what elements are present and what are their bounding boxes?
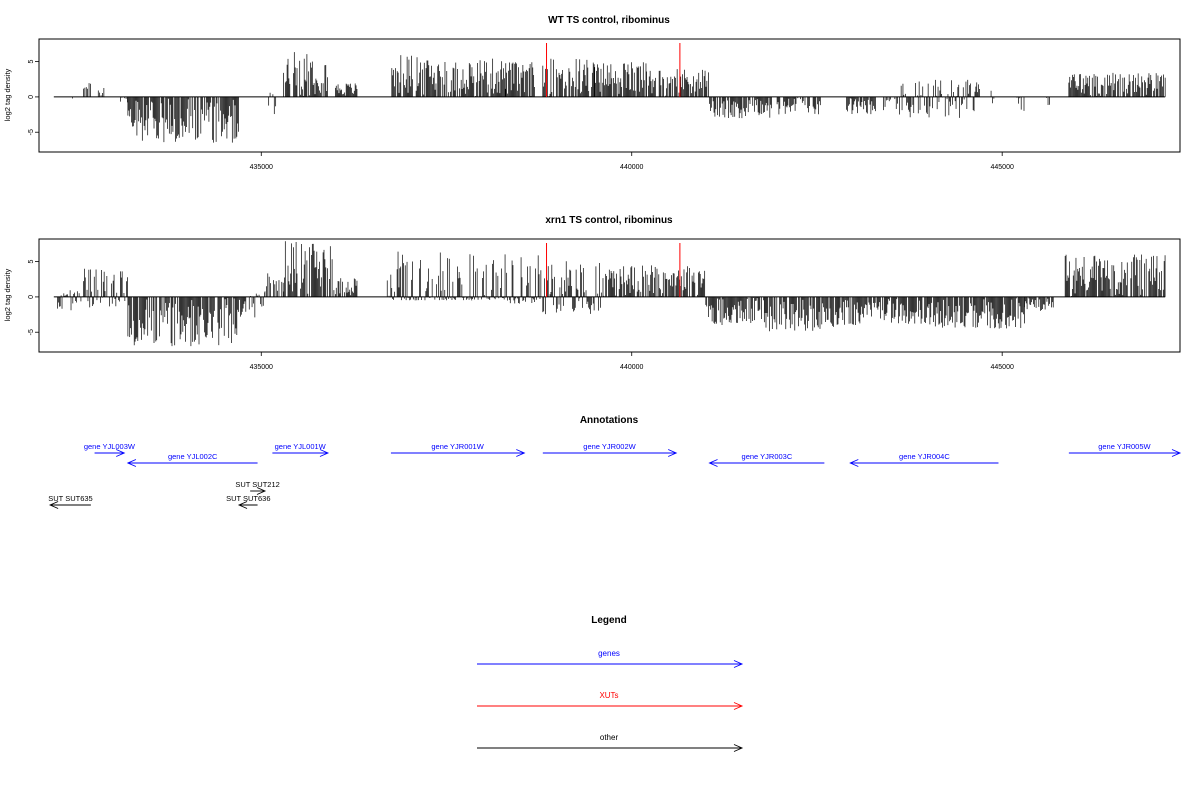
annotation-feature: gene YJL001W xyxy=(272,442,330,457)
annotation-label: SUT SUT212 xyxy=(235,480,279,489)
x-tick-label: 440000 xyxy=(620,164,643,171)
arrow-head xyxy=(126,459,137,467)
x-tick-label: 445000 xyxy=(991,364,1014,371)
arrow-head xyxy=(116,449,126,457)
annotation-feature: SUT SUT635 xyxy=(48,494,93,509)
y-axis-label: log2 tag density xyxy=(3,68,12,121)
y-tick-label: 0 xyxy=(28,95,35,99)
arrow-head xyxy=(708,459,718,467)
legend-item: XUTs xyxy=(477,691,744,710)
panel-title: xrn1 TS control, ribominus xyxy=(545,215,673,226)
annotation-label: gene YJR005W xyxy=(1098,442,1151,451)
legend-label: genes xyxy=(598,649,620,658)
y-tick-label: -5 xyxy=(28,129,35,135)
legend-label: XUTs xyxy=(599,691,618,700)
annotation-feature: gene YJR003C xyxy=(708,452,825,467)
annotation-feature: SUT SUT636 xyxy=(226,494,271,509)
y-tick-label: 5 xyxy=(28,260,35,264)
wt-density-panel: WT TS control, ribominus log2 tag densit… xyxy=(3,15,1181,171)
arrow-head xyxy=(48,501,59,509)
y-axis-label: log2 tag density xyxy=(3,268,12,321)
annotation-feature: gene YJL002C xyxy=(126,452,258,467)
x-tick-label: 440000 xyxy=(620,364,643,371)
arrow-head xyxy=(256,487,267,495)
annotation-label: SUT SUT635 xyxy=(48,494,92,503)
x-tick-label: 435000 xyxy=(250,364,273,371)
legend-label: other xyxy=(600,733,619,742)
legend-item: other xyxy=(477,733,744,752)
plot-frame xyxy=(38,38,1181,153)
y-tick-label: 0 xyxy=(28,295,35,299)
arrow-head xyxy=(733,744,744,752)
arrow-head xyxy=(849,459,859,467)
annotation-label: gene YJL001W xyxy=(275,442,327,451)
annotation-label: gene YJR001W xyxy=(431,442,484,451)
annotation-feature: gene YJR001W xyxy=(390,442,526,457)
legend-items: genes XUTs other xyxy=(477,649,744,752)
annotation-feature: gene YJR005W xyxy=(1068,442,1182,457)
annotation-features: gene YJL003W gene YJL002C gene YJL001W gene… xyxy=(48,442,1182,509)
panel-title: WT TS control, ribominus xyxy=(548,15,670,26)
x-tick-label: 435000 xyxy=(250,164,273,171)
arrow-head xyxy=(733,702,744,710)
density-bars xyxy=(53,43,1166,143)
axes: -5 0 5 435000 440000 445000 xyxy=(28,60,1014,171)
arrow-head xyxy=(668,449,678,457)
xrn1-density-panel: xrn1 TS control, ribominus log2 tag dens… xyxy=(3,215,1181,371)
annotation-label: gene YJL003W xyxy=(84,442,136,451)
annotation-label: gene YJR002W xyxy=(583,442,636,451)
y-tick-label: 5 xyxy=(28,60,35,64)
arrow-head xyxy=(319,449,330,457)
arrow-head xyxy=(1171,449,1182,457)
arrow-head xyxy=(237,501,248,509)
arrow-head xyxy=(733,660,744,668)
annotation-feature: gene YJR004C xyxy=(849,452,999,467)
annotation-feature: gene YJR002W xyxy=(542,442,678,457)
x-tick-label: 445000 xyxy=(991,164,1014,171)
legend: Legend genes XUTs other xyxy=(477,615,744,752)
annotation-label: gene YJR003C xyxy=(742,452,793,461)
arrow-head xyxy=(516,449,526,457)
y-tick-label: -5 xyxy=(28,329,35,335)
axes: -5 0 5 435000 440000 445000 xyxy=(28,260,1014,371)
annotation-label: SUT SUT636 xyxy=(226,494,270,503)
annotation-label: gene YJL002C xyxy=(168,452,218,461)
legend-item: genes xyxy=(477,649,744,668)
density-bars xyxy=(53,241,1166,347)
plot-frame xyxy=(38,238,1181,353)
legend-title: Legend xyxy=(591,615,627,626)
annotations-title: Annotations xyxy=(580,415,639,426)
annotation-label: gene YJR004C xyxy=(899,452,950,461)
annotation-feature: SUT SUT212 xyxy=(235,480,280,495)
annotation-feature: gene YJL003W xyxy=(84,442,136,457)
